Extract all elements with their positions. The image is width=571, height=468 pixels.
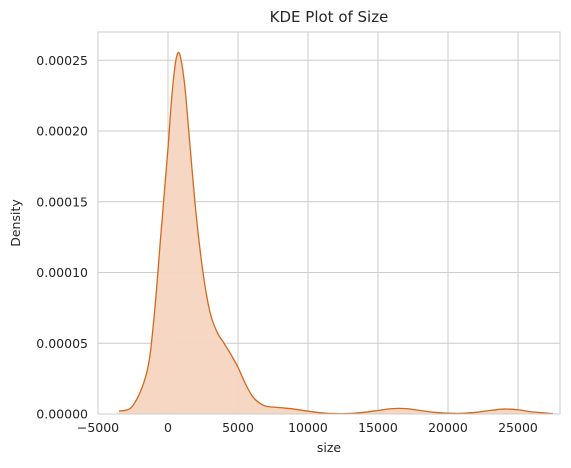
x-tick-label: −5000 <box>77 420 119 435</box>
plot-frame <box>97 31 561 415</box>
x-tick-label: 5000 <box>222 420 254 435</box>
kde-curve-line <box>118 51 554 415</box>
x-axis-label: size <box>317 440 342 455</box>
x-tick-label: 25000 <box>498 420 538 435</box>
y-tick-label: 0.00005 <box>36 336 88 351</box>
x-tick-label: 10000 <box>288 420 328 435</box>
y-axis-ticks: 0.00000 0.00005 0.00010 0.00015 0.00020 0.000… <box>36 53 88 422</box>
y-tick-label: 0.00010 <box>36 265 88 280</box>
chart-title: KDE Plot of Size <box>270 8 389 26</box>
y-tick-label: 0.00020 <box>36 124 88 139</box>
kde-area-fill <box>119 52 553 415</box>
y-tick-label: 0.00025 <box>36 53 88 68</box>
x-tick-label: 20000 <box>428 420 468 435</box>
y-tick-label: 0.00000 <box>36 407 88 422</box>
y-axis-label: Density <box>8 199 23 247</box>
x-tick-label: 0 <box>164 420 172 435</box>
x-tick-label: 15000 <box>358 420 398 435</box>
y-tick-label: 0.00015 <box>36 194 88 209</box>
x-axis-ticks: −5000 0 5000 10000 15000 20000 25000 <box>77 420 538 435</box>
